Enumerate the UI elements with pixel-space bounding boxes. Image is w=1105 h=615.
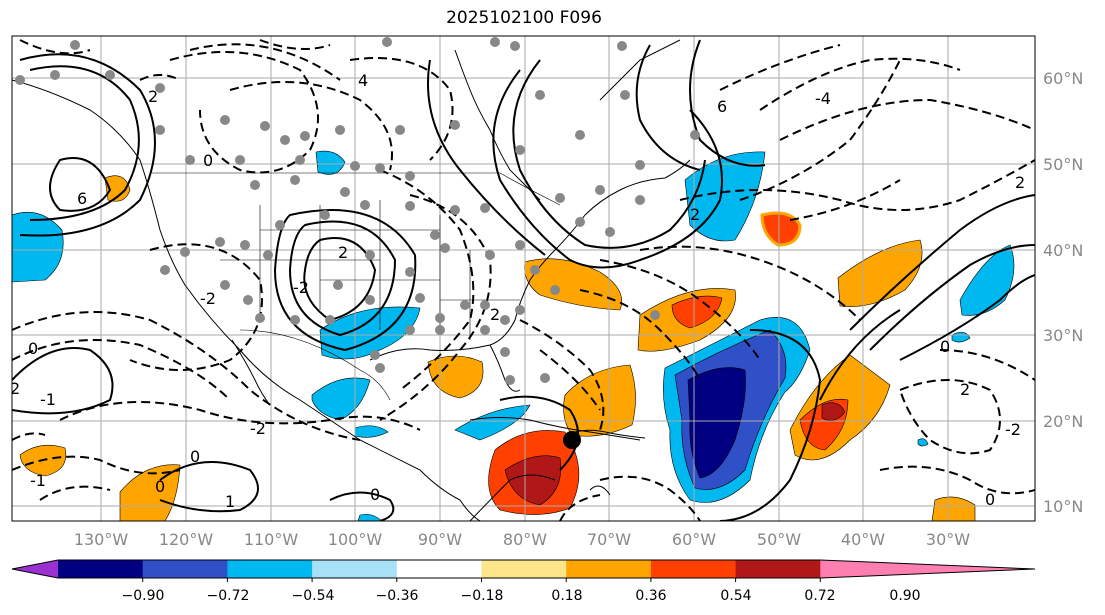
- shade-blue-south: [357, 513, 383, 521]
- colorbar-extend-low: [12, 560, 58, 578]
- colorbar-segment: [650, 560, 737, 578]
- contour-label: 2: [10, 379, 20, 398]
- colorbar-outline: [11, 559, 1036, 579]
- shade-red-atlantic: [671, 295, 723, 329]
- colorbar-segment: [142, 560, 228, 578]
- shade-red-newfoundland: [760, 211, 802, 247]
- contour-label: 2: [690, 205, 700, 224]
- contour-label: 0: [155, 477, 165, 496]
- shade-orange-antilles: [563, 364, 636, 437]
- shade-darkred-caribbean: [504, 455, 562, 506]
- contour-label: 2: [338, 243, 348, 262]
- shade-orange-pacific: [104, 175, 131, 202]
- colorbar-tick: 0.90: [889, 588, 920, 604]
- lat-label: 50°N: [1043, 155, 1083, 174]
- lon-label: 80°W: [503, 530, 547, 549]
- coastlines: [12, 39, 691, 521]
- shade-orange-southeast: [931, 496, 976, 521]
- map-title: 2025102100 F096: [446, 8, 602, 28]
- contour-label: 4: [358, 71, 368, 90]
- contour-label: 0: [985, 490, 995, 509]
- colorbar-tick: −0.72: [207, 588, 250, 604]
- political-borders: [150, 172, 561, 401]
- contour-label: 0: [203, 151, 213, 170]
- shade-blue-canada: [315, 150, 346, 175]
- shade-navy-atlantic: [687, 367, 746, 479]
- lon-label: 70°W: [587, 530, 631, 549]
- colorbar-tick-labels: −0.90 −0.72 −0.54 −0.36 −0.18 0.18 0.36 …: [122, 588, 921, 604]
- solid-contours: [12, 39, 1035, 521]
- lon-label: 100°W: [328, 530, 383, 549]
- lat-label: 30°N: [1043, 326, 1083, 345]
- lat-label: 10°N: [1043, 497, 1083, 516]
- contour-label: 6: [77, 189, 87, 208]
- contour-label: -1: [40, 390, 56, 409]
- contour-labels: 2 4 6 0 -2 2 -2 0 2 -1 0 -2 0 1 -1 6 2 2…: [10, 71, 1025, 511]
- colorbar-tick: −0.36: [376, 588, 419, 604]
- colorbar-segment: [58, 560, 144, 578]
- lat-label: 40°N: [1043, 241, 1083, 260]
- shaded-anomaly-field: [12, 150, 1015, 521]
- colorbar-extend-high: [820, 560, 1035, 578]
- colorbar-tick: −0.90: [122, 588, 165, 604]
- contour-label: 1: [225, 492, 235, 511]
- contour-label: 2: [148, 87, 158, 106]
- contour-label: 2: [1015, 173, 1025, 192]
- latitude-labels: 60°N 50°N 40°N 30°N 20°N 10°N: [1043, 69, 1083, 516]
- contour-label: 6: [717, 97, 727, 116]
- colorbar-tick: 0.18: [551, 588, 582, 604]
- lon-label: 130°W: [74, 530, 129, 549]
- lat-label: 60°N: [1043, 69, 1083, 88]
- colorbar-segment: [566, 560, 652, 578]
- lon-label: 40°W: [841, 530, 885, 549]
- colorbar-tick: −0.18: [461, 588, 504, 604]
- lon-label: 60°W: [672, 530, 716, 549]
- contour-label: -2: [200, 289, 216, 308]
- contour-label: 0: [940, 337, 950, 356]
- dashed-contours: [12, 39, 1035, 521]
- colorbar-segment: [227, 560, 313, 578]
- colorbar-segment: [312, 560, 398, 578]
- colorbar: [11, 559, 1036, 582]
- colorbar-tick: 0.72: [804, 588, 835, 604]
- shade-darkred-central: [821, 402, 846, 421]
- contour-label: 0: [370, 485, 380, 504]
- colorbar-segment: [396, 560, 482, 578]
- contour-label: -1: [30, 471, 46, 490]
- lon-label: 90°W: [418, 530, 462, 549]
- shade-blue-small-east: [917, 438, 929, 447]
- lon-label: 110°W: [244, 530, 299, 549]
- map-gridlines: [12, 36, 1035, 521]
- shade-orange-south-pacific: [119, 464, 181, 521]
- map-content: 2 4 6 0 -2 2 -2 0 2 -1 0 -2 0 1 -1 6 2 2…: [10, 36, 1035, 521]
- shade-blue-west: [12, 211, 64, 283]
- lat-label: 20°N: [1043, 412, 1083, 431]
- contour-label: -2: [1005, 420, 1021, 439]
- colorbar-tick: 0.54: [720, 588, 751, 604]
- contour-label: -2: [250, 419, 266, 438]
- contour-label: 0: [28, 339, 38, 358]
- lon-label: 120°W: [159, 530, 214, 549]
- lon-label: 50°W: [757, 530, 801, 549]
- station-markers: [15, 37, 700, 385]
- map-border: [11, 35, 1036, 522]
- storm-center-marker: [563, 431, 581, 449]
- contour-label: 0: [190, 447, 200, 466]
- colorbar-tick: −0.54: [292, 588, 335, 604]
- contour-label: 2: [490, 305, 500, 324]
- contour-label: -2: [293, 278, 309, 297]
- colorbar-tick: 0.36: [635, 588, 666, 604]
- colorbar-segment: [735, 560, 821, 578]
- contour-label: -4: [815, 89, 831, 108]
- contour-label: 2: [960, 380, 970, 399]
- shade-blue-mexico-2: [354, 425, 389, 438]
- colorbar-segment: [481, 560, 567, 578]
- lon-label: 30°W: [926, 530, 970, 549]
- longitude-labels: 130°W 120°W 110°W 100°W 90°W 80°W 70°W 6…: [74, 530, 970, 549]
